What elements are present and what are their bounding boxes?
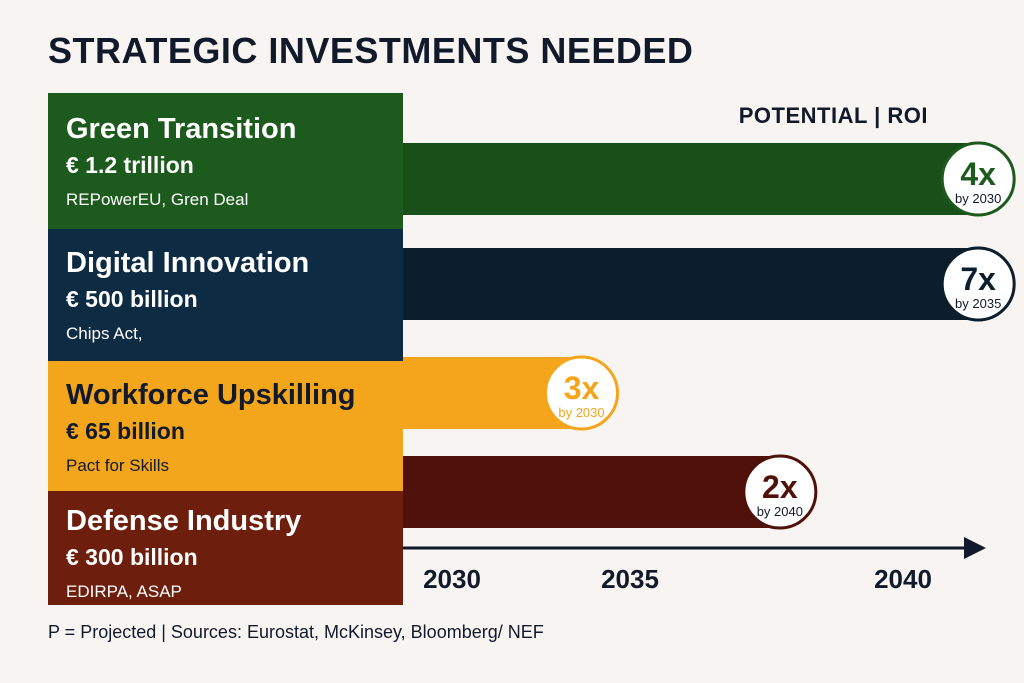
roi-circle bbox=[940, 246, 1016, 322]
category-amount: € 65 billion bbox=[66, 418, 185, 444]
roi-year: by 2030 bbox=[955, 191, 1001, 206]
x-tick-label: 2030 bbox=[423, 564, 481, 594]
roi-year: by 2040 bbox=[757, 504, 803, 519]
category-programs: REPowerEU, Gren Deal bbox=[66, 190, 249, 209]
bar bbox=[403, 456, 780, 528]
roi-value: 4x bbox=[960, 156, 996, 192]
chart-title: STRATEGIC INVESTMENTS NEEDED bbox=[48, 30, 694, 71]
category-programs: EDIRPA, ASAP bbox=[66, 582, 182, 601]
roi-value: 7x bbox=[960, 261, 996, 297]
roi-value: 3x bbox=[564, 370, 600, 406]
x-tick-label: 2035 bbox=[601, 564, 659, 594]
category-panel: Defense Industry € 300 billion EDIRPA, ASA… bbox=[48, 491, 403, 605]
category-amount: € 500 billion bbox=[66, 286, 198, 312]
x-axis-arrowhead bbox=[964, 537, 986, 559]
category-panel: Green Transition € 1.2 trillion REPowerEU,… bbox=[48, 93, 403, 229]
category-panel: Digital Innovation € 500 billion Chips Act… bbox=[48, 229, 403, 361]
category-amount: € 1.2 trillion bbox=[66, 152, 194, 178]
bar bbox=[403, 143, 979, 215]
roi-year: by 2030 bbox=[558, 405, 604, 420]
roi-circle bbox=[742, 454, 818, 530]
category-name: Workforce Upskilling bbox=[66, 379, 356, 411]
roi-circle bbox=[544, 355, 619, 431]
roi-year: by 2035 bbox=[955, 296, 1001, 311]
category-name: Defense Industry bbox=[66, 505, 302, 537]
category-panel: Workforce Upskilling € 65 billion Pact for… bbox=[48, 361, 403, 491]
roi-circle bbox=[940, 141, 1016, 217]
footnote: P = Projected | Sources: Eurostat, McKin… bbox=[48, 622, 544, 642]
category-name: Digital Innovation bbox=[66, 247, 310, 279]
category-programs: Pact for Skills bbox=[66, 456, 169, 475]
category-amount: € 300 billion bbox=[66, 544, 198, 570]
category-panels: Green Transition € 1.2 trillion REPowerEU,… bbox=[48, 93, 403, 605]
roi-value: 2x bbox=[762, 469, 798, 505]
bar bbox=[403, 248, 979, 320]
roi-header: POTENTIAL | ROI bbox=[738, 103, 928, 128]
x-tick-label: 2040 bbox=[874, 564, 932, 594]
category-programs: Chips Act, bbox=[66, 324, 143, 343]
category-name: Green Transition bbox=[66, 113, 297, 145]
